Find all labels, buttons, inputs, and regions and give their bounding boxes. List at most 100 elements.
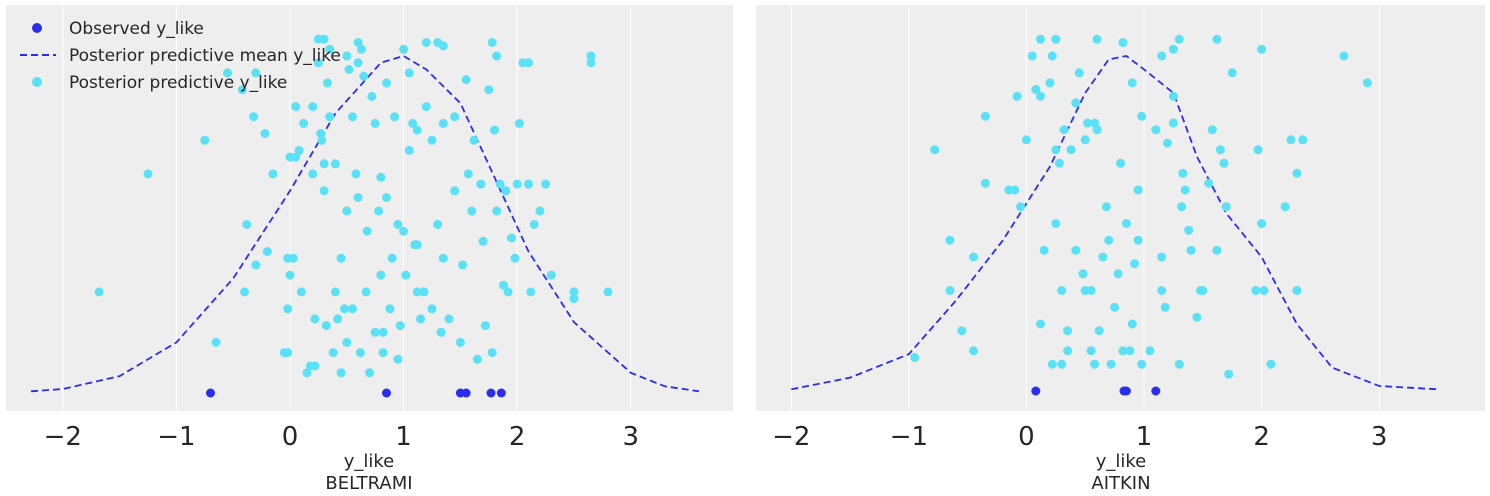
grid-beltrami	[62, 5, 632, 411]
predictive-point	[1086, 346, 1096, 356]
predictive-point	[529, 220, 539, 229]
predictive-point	[342, 51, 352, 61]
predictive-point	[1157, 286, 1167, 295]
mean-line-aitkin	[791, 55, 1439, 391]
predictive-point	[1168, 118, 1178, 128]
predictive-point	[1177, 202, 1187, 212]
predictive-point	[472, 354, 482, 364]
predictive-point	[412, 287, 422, 297]
predictive-point	[344, 65, 354, 74]
predictive-point	[910, 353, 920, 362]
predictive-point	[427, 304, 437, 314]
observed-point	[461, 388, 471, 398]
predictive-point	[487, 348, 497, 358]
predictive-point	[1259, 286, 1269, 295]
predictive-point	[317, 135, 327, 145]
predictive-point	[1186, 245, 1196, 255]
predictive-point	[1127, 78, 1137, 88]
predictive-point	[1163, 138, 1172, 148]
predictive-point	[1192, 312, 1202, 322]
predictive-point	[1227, 68, 1237, 78]
predictive-point	[313, 58, 323, 68]
predictive-point	[387, 253, 397, 263]
plot-area-beltrami	[6, 5, 733, 411]
observed-point	[206, 388, 215, 398]
observed-point	[1031, 386, 1041, 396]
predictive-point	[507, 233, 516, 243]
predictive-point	[458, 260, 468, 270]
predictive-point	[268, 169, 278, 179]
predictive-point	[1221, 202, 1231, 212]
predictive-point	[353, 193, 363, 202]
predictive-point	[569, 294, 579, 304]
predictive-point	[1078, 269, 1088, 279]
x-tick-label-aitkin: 3	[1371, 422, 1388, 452]
predictive-point	[336, 253, 346, 263]
predictive-point	[1157, 252, 1167, 262]
predictive-point	[1063, 326, 1073, 336]
predictive-point	[200, 135, 210, 145]
predictive-point	[444, 314, 454, 324]
predictive-point	[484, 85, 494, 95]
predictive-point	[957, 326, 967, 336]
predictive-point	[325, 112, 335, 122]
predictive-point	[365, 368, 374, 378]
predictive-point	[325, 44, 335, 54]
x-tick-label-aitkin: 1	[1136, 422, 1153, 452]
predictive-point	[242, 220, 252, 229]
predictive-point	[1127, 319, 1137, 329]
observed-point	[496, 388, 506, 398]
predictive-point	[288, 253, 298, 263]
predictive-point	[433, 220, 443, 229]
predictive-point	[535, 206, 545, 216]
predictive-point	[969, 346, 978, 356]
predictive-point	[1253, 145, 1263, 155]
predictive-point	[1133, 235, 1143, 245]
legend-marker-predictive	[32, 77, 42, 87]
predictive-point	[359, 71, 369, 81]
observed-series-aitkin	[1031, 386, 1161, 396]
predictive-point	[1092, 34, 1102, 44]
predictive-point	[1057, 359, 1067, 369]
predictive-point	[1198, 286, 1208, 295]
predictive-point	[1047, 51, 1057, 61]
predictive-point	[1145, 346, 1155, 356]
predictive-point	[461, 75, 471, 85]
predictive-point	[1036, 319, 1045, 329]
predictive-point	[1362, 78, 1372, 88]
predictive-point	[1039, 245, 1049, 255]
predictive-point	[1212, 34, 1222, 44]
mean-series-beltrami	[30, 55, 700, 393]
predictive-point	[1125, 346, 1135, 356]
predictive-point	[340, 304, 349, 314]
predictive-point	[1101, 202, 1111, 212]
predictive-point	[586, 58, 596, 68]
predictive-point	[378, 348, 388, 358]
predictive-point	[450, 186, 460, 196]
predictive-point	[1010, 185, 1020, 195]
predictive-point	[1157, 51, 1167, 61]
predictive-point	[1121, 219, 1131, 228]
predictive-point	[1059, 125, 1069, 135]
predictive-point	[333, 314, 343, 324]
predictive-point	[1257, 219, 1267, 228]
panel-title-aitkin: AITKIN	[1091, 473, 1150, 494]
predictive-point	[355, 348, 365, 358]
predictive-point	[495, 179, 505, 189]
predictive-point	[412, 125, 422, 135]
observed-series-beltrami	[206, 388, 506, 398]
legend-label-observed: Observed y_like	[69, 19, 204, 39]
predictive-point	[296, 287, 306, 297]
predictive-point	[357, 44, 366, 54]
legend-label-mean: Posterior predictive mean y_like	[69, 46, 341, 66]
predictive-point	[367, 91, 377, 101]
predictive-point	[586, 51, 596, 61]
predictive-point	[353, 58, 363, 68]
predictive-point	[1280, 202, 1290, 212]
legend-marker-observed	[32, 23, 42, 33]
predictive-point	[285, 270, 295, 280]
predictive-point	[478, 236, 488, 246]
predictive-point	[1051, 34, 1061, 44]
predictive-point	[382, 193, 391, 202]
